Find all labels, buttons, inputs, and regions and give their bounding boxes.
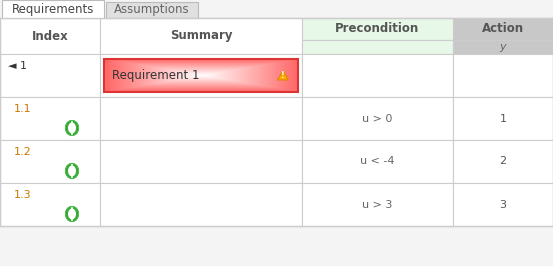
Text: Assumptions: Assumptions xyxy=(114,3,190,16)
Bar xyxy=(0,18,553,226)
Bar xyxy=(302,97,453,140)
Bar xyxy=(0,183,100,226)
Bar xyxy=(100,18,302,54)
Ellipse shape xyxy=(68,165,76,176)
Bar xyxy=(0,18,553,226)
Bar xyxy=(0,140,100,183)
Bar xyxy=(0,0,553,18)
Text: 1.2: 1.2 xyxy=(14,147,32,157)
Bar xyxy=(302,40,453,54)
Bar xyxy=(2,0,104,18)
Bar xyxy=(106,2,198,18)
Text: 1: 1 xyxy=(499,114,507,123)
Bar xyxy=(302,183,453,226)
Text: 1.1: 1.1 xyxy=(14,104,32,114)
Text: 2: 2 xyxy=(499,156,507,167)
Bar xyxy=(453,40,553,54)
Polygon shape xyxy=(278,70,289,80)
Ellipse shape xyxy=(65,206,79,222)
Text: u < -4: u < -4 xyxy=(360,156,395,167)
Text: u > 0: u > 0 xyxy=(362,114,393,123)
Text: ◄ 1: ◄ 1 xyxy=(8,61,27,71)
Bar xyxy=(302,18,453,40)
Bar xyxy=(453,140,553,183)
Bar xyxy=(3,17,103,18)
Bar xyxy=(0,54,100,97)
Bar xyxy=(302,54,453,97)
Bar xyxy=(100,183,302,226)
Bar xyxy=(453,18,553,40)
Bar xyxy=(453,183,553,226)
Text: Summary: Summary xyxy=(170,30,232,43)
Text: Index: Index xyxy=(32,30,69,43)
Text: 1.3: 1.3 xyxy=(14,190,32,200)
Text: Action: Action xyxy=(482,23,524,35)
Bar xyxy=(453,97,553,140)
Bar xyxy=(302,140,453,183)
Text: u > 3: u > 3 xyxy=(362,200,393,210)
Ellipse shape xyxy=(68,122,76,134)
Bar xyxy=(100,54,302,97)
Text: 3: 3 xyxy=(499,200,507,210)
Bar xyxy=(453,54,553,97)
Ellipse shape xyxy=(68,209,76,219)
Ellipse shape xyxy=(65,164,79,178)
Text: !: ! xyxy=(281,72,285,81)
Ellipse shape xyxy=(65,120,79,135)
Bar xyxy=(100,97,302,140)
Bar xyxy=(0,97,100,140)
Text: y: y xyxy=(500,42,507,52)
Text: Requirements: Requirements xyxy=(12,2,94,15)
Text: Requirement 1: Requirement 1 xyxy=(112,69,200,82)
Bar xyxy=(0,18,100,54)
Text: Precondition: Precondition xyxy=(335,23,420,35)
Bar xyxy=(100,140,302,183)
